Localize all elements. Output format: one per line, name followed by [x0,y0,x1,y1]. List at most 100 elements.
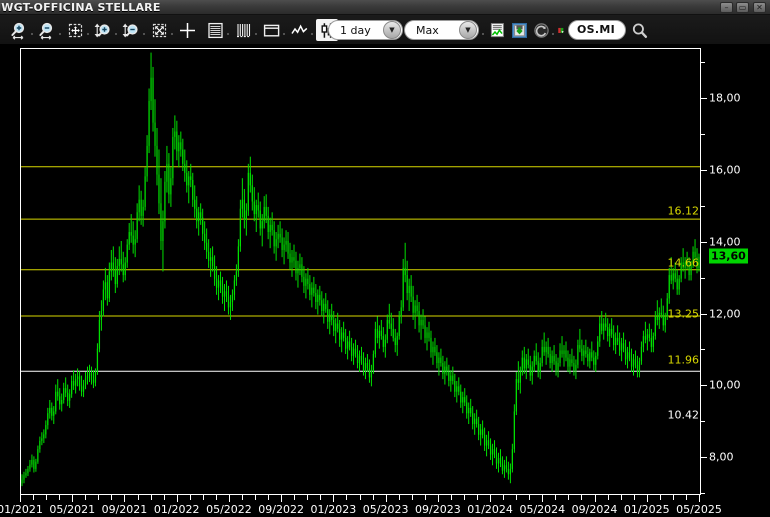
frame-icon[interactable] [260,19,282,41]
interval-dropdown[interactable]: 1 day ▼ [328,20,403,40]
maximize-icon: ▭ [738,2,747,12]
time-tick-minor [398,495,400,500]
time-tick-minor [255,495,257,500]
time-tick [228,495,230,502]
chart-toolbar: 1 day ▼ Max ▼ [0,15,770,45]
close-button[interactable]: ✕ [753,2,766,13]
time-tick-minor [411,495,413,500]
time-tick-minor [33,495,35,500]
toolbar-separator-dot [283,33,285,35]
toolbar-separator-dot [311,33,313,35]
chevron-down-icon[interactable]: ▼ [383,21,401,39]
candlestick-plot[interactable] [20,48,700,495]
time-tick-minor [202,495,204,500]
toolbar-separator-dot [115,33,117,35]
vertical-grid-icon[interactable] [232,19,254,41]
time-tick-label: 05/2023 [362,503,409,516]
chevron-down-icon[interactable]: ▼ [459,21,477,39]
time-tick-minor [46,495,48,500]
time-tick-minor [307,495,309,500]
time-tick [333,495,335,502]
time-tick-minor [581,495,583,500]
price-tick [700,313,707,315]
refresh-icon[interactable] [530,19,552,41]
range-value: Max [416,23,439,37]
time-tick-minor [424,495,426,500]
price-level-label: 13.25 [667,307,700,321]
time-tick-minor [320,495,322,500]
time-tick-minor [516,495,518,500]
window-title: IWGT-OFFICINA STELLARE [0,1,161,14]
price-level-label: 10.42 [667,408,700,422]
price-tick-label: 8,00 [709,450,734,464]
time-tick [124,495,126,502]
export-chart-icon[interactable] [543,19,565,41]
time-tick-minor [215,495,217,500]
price-series [21,52,700,487]
time-tick-label: 05/2024 [519,503,566,516]
time-tick [385,495,387,502]
maximize-button[interactable]: ▭ [736,2,749,13]
minimize-button[interactable]: – [720,2,733,13]
time-tick [72,495,74,502]
time-tick-minor [568,495,570,500]
toolbar-separator-dot [255,33,257,35]
time-tick [490,495,492,502]
time-axis[interactable]: 01/2021 05/2021 09/2021 01/2022 05/2022 09/20… [0,495,770,517]
price-tick-label: 18,00 [709,91,741,105]
search-icon[interactable] [628,19,650,41]
save-icon[interactable] [508,19,530,41]
time-tick-minor [463,495,465,500]
time-tick-minor [137,495,139,500]
range-dropdown[interactable]: Max ▼ [404,20,479,40]
symbol-input[interactable]: OS.MI [568,20,626,40]
toolbar-separator-dot [143,33,145,35]
price-tick [700,134,705,136]
fit-all-icon[interactable] [148,19,170,41]
interval-value: 1 day [340,23,371,37]
price-tick [700,205,705,207]
time-tick-minor [503,495,505,500]
time-tick-minor [150,495,152,500]
time-tick [20,495,21,502]
line-chart-icon[interactable] [288,19,310,41]
time-tick-minor [477,495,479,500]
zoom-out-horizontal-icon[interactable] [36,19,58,41]
time-tick-label: 01/2025 [623,503,670,516]
time-tick [176,495,178,502]
time-tick-label: 01/2022 [153,503,200,516]
time-tick-label: 09/2023 [414,503,461,516]
zoom-out-vertical-icon[interactable] [120,19,142,41]
time-tick-minor [85,495,87,500]
time-tick-label: 05/2022 [206,503,252,516]
price-level-label: 16.12 [667,204,700,218]
toolbar-separator-dot [552,33,554,35]
chart-area: 8,00 10,00 12,00 14,00 16,00 18,00 13,60 01/20… [0,45,770,517]
toolbar-separator-dot [87,33,89,35]
time-tick-minor [241,495,243,500]
zoom-in-horizontal-icon[interactable] [8,19,30,41]
close-icon: ✕ [756,2,763,12]
time-tick-label: 01/2024 [467,503,513,516]
price-level-label: 11.96 [667,353,700,367]
horizontal-grid-icon[interactable] [204,19,226,41]
time-tick-label: 01/2023 [310,503,357,516]
crosshair-icon[interactable] [176,19,198,41]
price-tick [700,170,707,172]
time-tick-minor [59,495,61,500]
fit-horizontal-icon[interactable] [64,19,86,41]
price-level-label: 14.66 [667,256,700,270]
time-tick-label: 09/2021 [101,503,148,516]
price-tick [700,421,705,423]
price-tick [700,493,705,494]
price-axis[interactable]: 8,00 10,00 12,00 14,00 16,00 18,00 13,60 [700,48,770,495]
window-titlebar[interactable]: IWGT-OFFICINA STELLARE – ▭ ✕ [0,0,770,15]
time-tick-minor [672,495,674,500]
price-tick [700,98,707,100]
indicator-icon[interactable] [486,19,508,41]
zoom-in-vertical-icon[interactable] [92,19,114,41]
time-tick-minor [189,495,191,500]
time-tick-minor [685,495,687,500]
time-tick [594,495,596,502]
